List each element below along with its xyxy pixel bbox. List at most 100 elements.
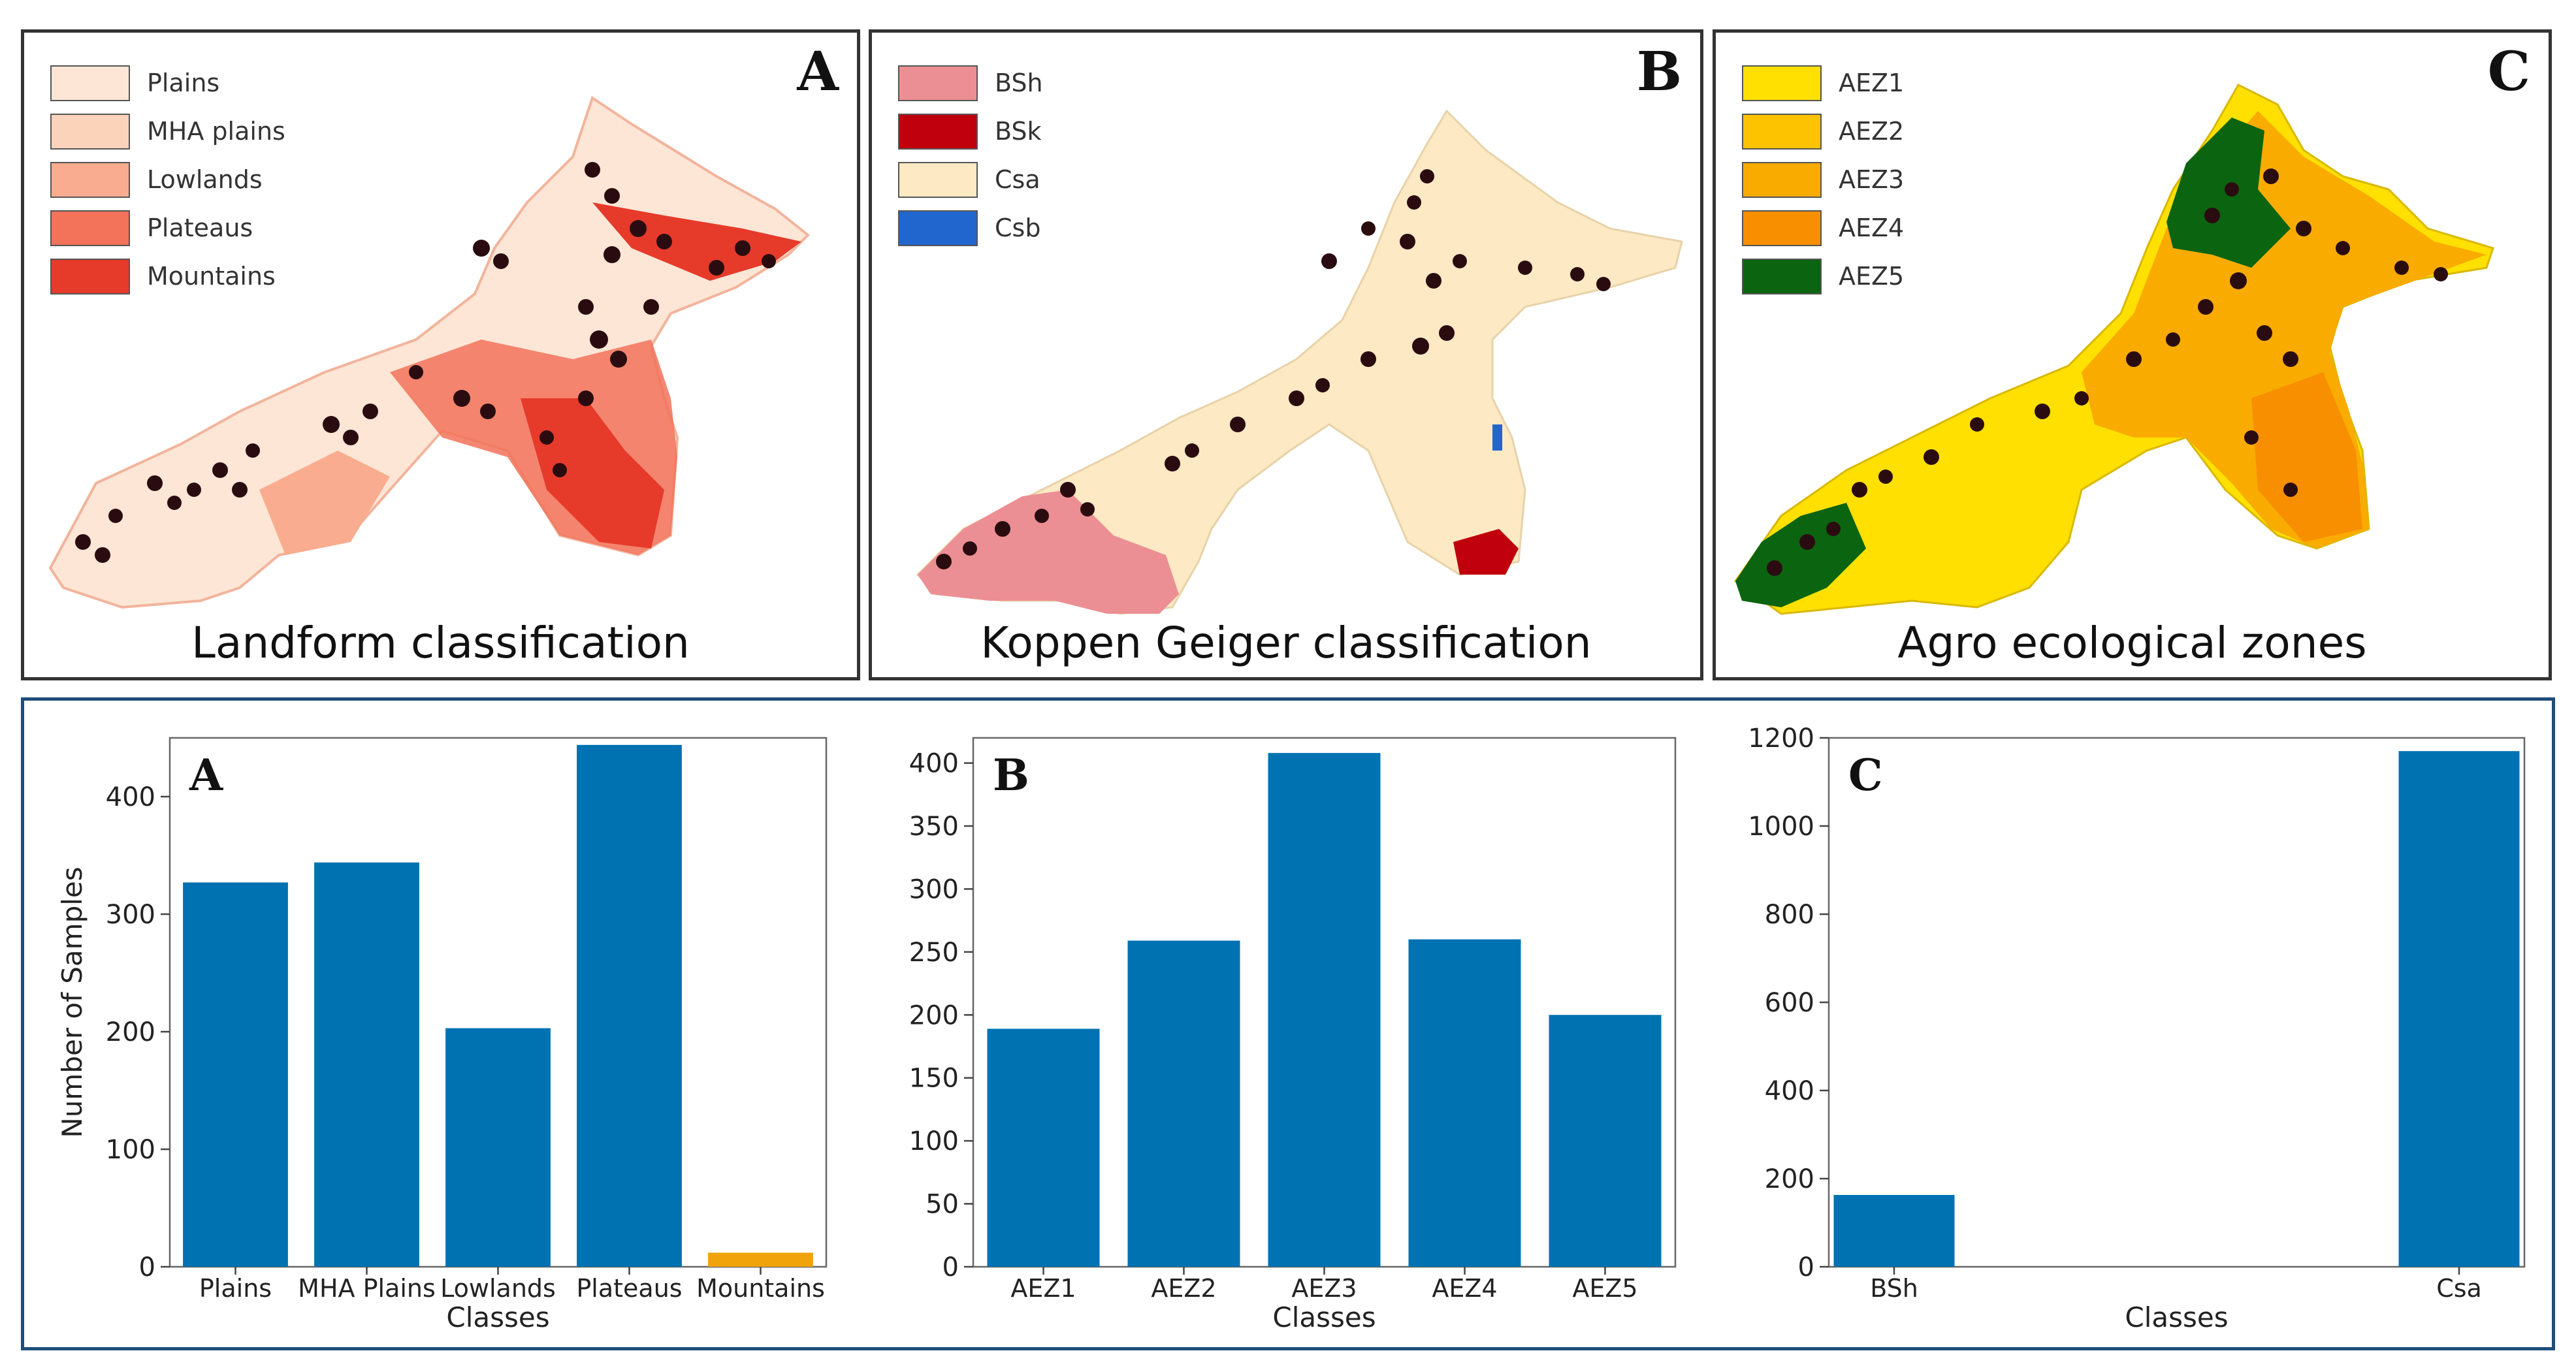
legend-swatch xyxy=(1742,210,1822,246)
y-tick-label: 50 xyxy=(926,1190,959,1220)
x-tick-label: AEZ1 xyxy=(1010,1274,1076,1303)
y-tick-label: 300 xyxy=(909,874,959,904)
bar-chart-aez: 0 50 100 150 200 250 300 350 400 AEZ1 AEZ2 AEZ3 AEZ4… xyxy=(909,737,1677,1333)
legend-item: Plateaus xyxy=(50,204,285,252)
legend-item: AEZ4 xyxy=(1742,204,1904,252)
y-tick-label: 800 xyxy=(1765,900,1814,930)
bar-mha-plains xyxy=(314,862,419,1267)
map-caption: Agro ecological zones xyxy=(1897,618,2367,668)
legend-item: BSh xyxy=(898,59,1043,107)
bar-csa xyxy=(2398,751,2520,1267)
legend-swatch xyxy=(1742,161,1822,198)
legend-item: Csb xyxy=(898,204,1043,252)
y-tick-label: 100 xyxy=(909,1126,959,1156)
legend-item: Mountains xyxy=(50,252,285,300)
bar-plains xyxy=(183,882,288,1267)
legend-label: BSk xyxy=(995,117,1042,146)
y-tick-label: 200 xyxy=(106,1017,155,1047)
legend-item: AEZ5 xyxy=(1742,252,1904,300)
y-tick-label: 250 xyxy=(909,938,959,968)
y-tick-label: 150 xyxy=(909,1064,959,1094)
bar-aez4 xyxy=(1408,939,1521,1267)
legend-label: AEZ1 xyxy=(1839,69,1905,97)
legend-swatch xyxy=(50,65,130,101)
chart-panel-letter: B xyxy=(993,750,1029,801)
legend-swatch xyxy=(1742,258,1822,294)
y-tick-label: 0 xyxy=(942,1252,959,1282)
legend-item: MHA plains xyxy=(50,107,285,155)
aez-legend: AEZ1 AEZ2 AEZ3 AEZ4 AEZ5 xyxy=(1742,59,1904,300)
landform-sample-points xyxy=(75,162,776,563)
legend-swatch xyxy=(50,258,130,294)
map-panel-aez: C AEZ1 AEZ2 AEZ3 AEZ4 AEZ5 Agro ecologic… xyxy=(1713,29,2552,680)
legend-swatch xyxy=(1742,113,1822,150)
y-tick-label: 400 xyxy=(909,749,959,779)
x-tick-label: Plains xyxy=(199,1274,272,1303)
map-caption: Koppen Geiger classification xyxy=(980,618,1592,668)
legend-label: Csb xyxy=(995,214,1041,242)
legend-item: AEZ3 xyxy=(1742,155,1904,204)
y-tick-label: 400 xyxy=(106,782,155,812)
legend-swatch xyxy=(898,161,978,198)
y-tick-label: 100 xyxy=(106,1135,155,1165)
aez-map-image xyxy=(1733,84,2494,615)
bar-chart-landform: 0 100 200 300 400 Plains MHA Plains Lowlands Pla… xyxy=(56,737,828,1333)
y-tick-label: 400 xyxy=(1765,1076,1814,1106)
landform-mountain-ridge xyxy=(592,202,801,281)
bar-bsh xyxy=(1833,1194,1955,1267)
y-tick-label: 1000 xyxy=(1748,812,1814,842)
bar-lowlands xyxy=(445,1028,551,1267)
x-tick-label: BSh xyxy=(1870,1274,1918,1303)
legend-swatch xyxy=(898,65,978,101)
legend-swatch xyxy=(50,161,130,198)
bar-charts-frame xyxy=(21,697,2555,1350)
x-tick-label: MHA Plains xyxy=(298,1274,436,1303)
y-tick-label: 0 xyxy=(139,1252,155,1282)
y-tick-label: 0 xyxy=(1798,1252,1814,1282)
map-panel-letter: A xyxy=(797,40,839,103)
chart-panel-letter: A xyxy=(189,750,223,801)
legend-label: AEZ5 xyxy=(1839,262,1905,291)
koppen-csa-region xyxy=(916,109,1683,615)
bar-plateaus xyxy=(577,744,682,1267)
map-panel-landform: A Plains MHA plains Lowlands Plateaus Mo… xyxy=(21,29,860,680)
landform-map-image xyxy=(48,95,810,609)
koppen-csb-region xyxy=(1492,424,1502,451)
x-tick-label: AEZ4 xyxy=(1432,1274,1497,1303)
bar-aez5 xyxy=(1549,1015,1662,1267)
legend-swatch xyxy=(1742,65,1822,101)
x-tick-label: AEZ3 xyxy=(1291,1274,1357,1303)
y-axis-label: Number of Samples xyxy=(56,867,88,1137)
legend-label: Mountains xyxy=(147,262,276,291)
landform-legend: Plains MHA plains Lowlands Plateaus Moun… xyxy=(50,59,285,300)
legend-label: BSh xyxy=(995,69,1043,97)
y-tick-label: 200 xyxy=(909,1000,959,1030)
legend-label: Plateaus xyxy=(147,214,253,242)
x-tick-label: AEZ5 xyxy=(1572,1274,1637,1303)
legend-item: Csa xyxy=(898,155,1043,204)
legend-label: Lowlands xyxy=(147,165,263,194)
x-tick-label: Csa xyxy=(2436,1274,2482,1303)
map-panel-koppen: B BSh BSk Csa Csb Koppen Geiger classifi… xyxy=(869,29,1703,680)
koppen-map-image xyxy=(916,109,1683,615)
legend-swatch xyxy=(50,210,130,246)
map-panel-letter: B xyxy=(1636,40,1682,103)
y-tick-label: 350 xyxy=(909,812,959,842)
legend-swatch xyxy=(898,210,978,246)
y-tick-label: 300 xyxy=(106,900,155,930)
legend-label: AEZ3 xyxy=(1839,165,1905,194)
landform-mountain-area xyxy=(521,398,664,549)
legend-label: AEZ2 xyxy=(1839,117,1905,146)
bar-aez2 xyxy=(1127,940,1240,1267)
koppen-bsk-region xyxy=(1453,529,1519,575)
x-tick-label: AEZ2 xyxy=(1151,1274,1216,1303)
x-axis-label: Classes xyxy=(2125,1301,2228,1333)
bar-aez3 xyxy=(1268,753,1381,1267)
x-axis-label: Classes xyxy=(1272,1301,1376,1333)
map-panel-letter: C xyxy=(2487,40,2530,103)
landform-lowland-area xyxy=(259,451,390,555)
chart-panel-letter: C xyxy=(1848,750,1883,801)
legend-label: MHA plains xyxy=(147,117,285,146)
legend-swatch xyxy=(50,113,130,150)
koppen-bsh-region xyxy=(918,490,1179,614)
